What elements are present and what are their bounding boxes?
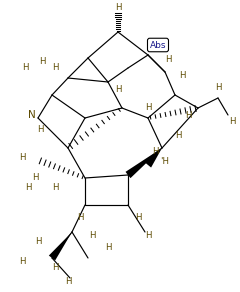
Text: H: H bbox=[77, 213, 83, 223]
Text: H: H bbox=[145, 230, 151, 239]
Text: H: H bbox=[32, 173, 38, 182]
Text: 'H: 'H bbox=[161, 157, 169, 166]
Text: H: H bbox=[19, 154, 25, 163]
Text: H: H bbox=[115, 4, 121, 13]
Text: H: H bbox=[229, 117, 235, 126]
Text: H: H bbox=[185, 110, 191, 119]
Text: H: H bbox=[19, 258, 25, 267]
Text: N: N bbox=[28, 110, 36, 120]
Text: H: H bbox=[52, 183, 58, 192]
Text: H: H bbox=[65, 277, 71, 286]
Text: H: H bbox=[215, 84, 221, 93]
Text: H: H bbox=[37, 126, 43, 135]
Text: H: H bbox=[35, 237, 41, 246]
Text: H: H bbox=[22, 63, 28, 72]
Polygon shape bbox=[126, 148, 162, 178]
Text: H: H bbox=[179, 70, 185, 79]
Text: H: H bbox=[105, 244, 111, 253]
Polygon shape bbox=[145, 148, 162, 168]
Text: H: H bbox=[165, 55, 171, 65]
Text: H: H bbox=[152, 147, 158, 157]
Text: H: H bbox=[25, 183, 31, 192]
Text: H: H bbox=[52, 63, 58, 72]
Text: H: H bbox=[89, 230, 95, 239]
Text: H: H bbox=[115, 86, 121, 95]
Text: Abs: Abs bbox=[150, 41, 166, 50]
Polygon shape bbox=[49, 232, 72, 260]
Text: H: H bbox=[175, 131, 181, 140]
Text: H: H bbox=[135, 213, 141, 223]
Text: H: H bbox=[52, 263, 58, 272]
Text: H: H bbox=[39, 58, 45, 67]
Text: H: H bbox=[145, 103, 151, 112]
